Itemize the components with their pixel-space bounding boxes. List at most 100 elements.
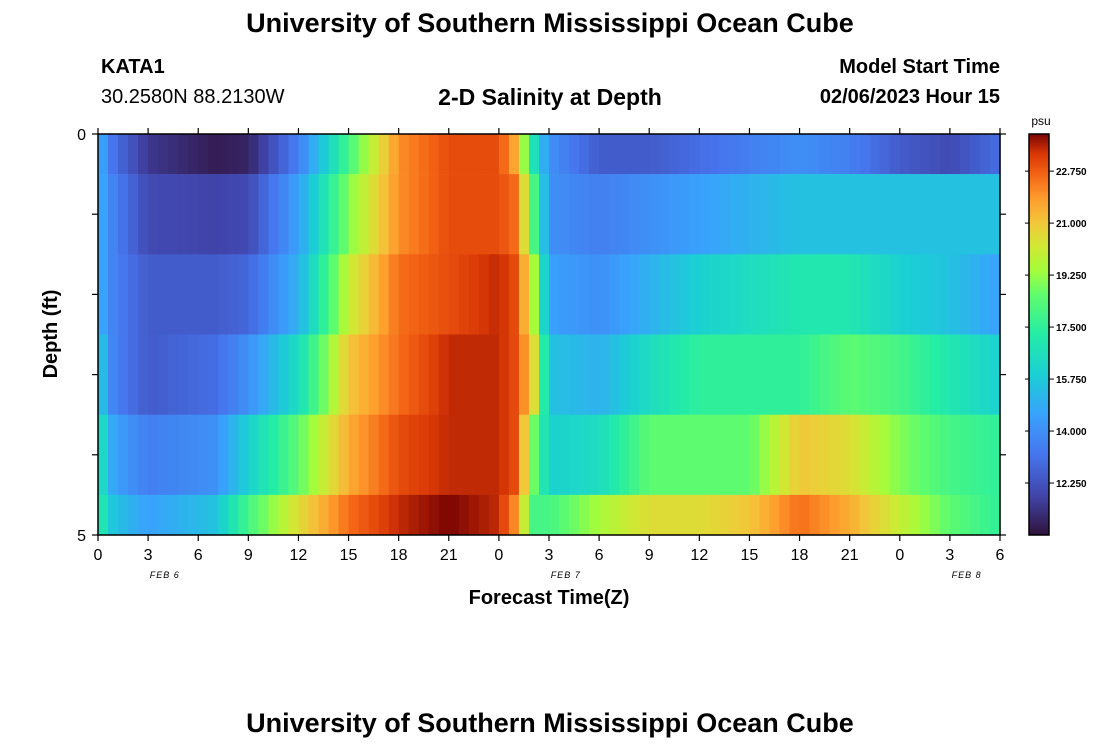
heatmap-cell	[178, 494, 189, 536]
heatmap-cell	[959, 334, 971, 415]
colorbar-tick-label: 14.000	[1056, 427, 1087, 438]
heatmap-cell	[899, 134, 911, 175]
heatmap-cell	[208, 254, 219, 335]
heatmap-cell	[569, 134, 580, 175]
heatmap-cell	[839, 174, 851, 255]
heatmap-cell	[559, 414, 570, 496]
heatmap-cell	[148, 134, 159, 175]
heatmap-cell	[749, 494, 761, 536]
x-tick-label: 21	[841, 547, 859, 564]
heatmap-cell	[138, 174, 149, 255]
heatmap-cell	[739, 254, 751, 335]
heatmap-cell	[879, 254, 891, 335]
heatmap-cell	[969, 254, 981, 335]
heatmap-cell	[378, 254, 390, 335]
heatmap-cell	[759, 254, 771, 335]
heatmap-cell	[919, 414, 931, 496]
heatmap-cell	[669, 254, 680, 335]
heatmap-cell	[879, 174, 891, 255]
heatmap-cell	[258, 134, 269, 175]
heatmap-cell	[919, 134, 931, 175]
x-tick-label: 6	[194, 547, 203, 564]
heatmap-cell	[258, 494, 269, 536]
heatmap-cell	[549, 254, 560, 335]
heatmap-cell	[538, 174, 550, 255]
x-tick-label: 3	[144, 547, 153, 564]
heatmap-cell	[278, 494, 290, 536]
heatmap-cell	[759, 414, 771, 496]
heatmap-cell	[929, 334, 941, 415]
heatmap-cell	[488, 334, 500, 415]
heatmap-cell	[348, 334, 360, 415]
heatmap-cell	[378, 494, 390, 536]
x-axis-label: Forecast Time(Z)	[469, 587, 630, 609]
heatmap-cell	[308, 494, 320, 536]
heatmap-cell	[979, 174, 991, 255]
heatmap-cell	[458, 414, 470, 496]
y-axis-ticks: 05	[77, 127, 1006, 545]
heatmap-cell	[398, 334, 410, 415]
heatmap-cell	[258, 174, 269, 255]
heatmap-cell	[679, 134, 690, 175]
heatmap-cell	[278, 414, 290, 496]
heatmap-cell	[128, 174, 139, 255]
heatmap-cell	[719, 174, 730, 255]
heatmap-cell	[909, 494, 921, 536]
heatmap-cell	[368, 134, 380, 175]
heatmap-cell	[128, 334, 139, 415]
heatmap-cell	[569, 334, 580, 415]
heatmap-cell	[128, 134, 139, 175]
colorbar-tick-label: 22.750	[1056, 167, 1087, 178]
heatmap-cell	[769, 494, 781, 536]
heatmap-cell	[829, 494, 841, 536]
x-tick-label: 0	[494, 547, 503, 564]
heatmap-cell	[518, 254, 530, 335]
heatmap-cell	[689, 174, 700, 255]
heatmap-cell	[148, 174, 159, 255]
heatmap-cell	[248, 134, 259, 175]
heatmap-cell	[639, 494, 650, 536]
heatmap-cell	[288, 414, 300, 496]
heatmap-cell	[408, 134, 420, 175]
heatmap-cell	[709, 494, 720, 536]
heatmap-cell	[408, 414, 420, 496]
heatmap-cell	[949, 494, 961, 536]
heatmap-cell	[989, 494, 1001, 536]
heatmap-cell	[418, 494, 430, 536]
heatmap-cell	[849, 334, 861, 415]
heatmap-cell	[939, 414, 951, 496]
heatmap-cell	[569, 254, 580, 335]
heatmap-cell	[969, 494, 981, 536]
heatmap-cell	[649, 334, 660, 415]
heatmap-cell	[478, 254, 490, 335]
heatmap-cell	[949, 134, 961, 175]
heatmap-cell	[809, 414, 821, 496]
heatmap-cell	[418, 174, 430, 255]
heatmap-cell	[789, 414, 801, 496]
heatmap-cell	[348, 134, 360, 175]
heatmap-cell	[629, 334, 640, 415]
heatmap-cell	[178, 334, 189, 415]
heatmap-cell	[879, 494, 891, 536]
heatmap-cell	[368, 174, 380, 255]
heatmap-cell	[649, 494, 660, 536]
heatmap-cell	[959, 414, 971, 496]
x-tick-label: 15	[340, 547, 358, 564]
heatmap-cell	[428, 174, 440, 255]
heatmap-cell	[538, 494, 550, 536]
heatmap-cell	[508, 174, 520, 255]
heatmap-cell	[739, 334, 751, 415]
heatmap-cell	[198, 414, 209, 496]
heatmap-cell	[779, 414, 791, 496]
heatmap-cell	[208, 414, 219, 496]
heatmap-cell	[108, 174, 119, 255]
heatmap-cell	[579, 254, 590, 335]
heatmap-cell	[168, 414, 179, 496]
heatmap-cell	[248, 414, 259, 496]
heatmap-cell	[518, 334, 530, 415]
heatmap-cell	[729, 174, 741, 255]
heatmap-cell	[128, 414, 139, 496]
heatmap-cell	[248, 174, 259, 255]
heatmap-cell	[388, 334, 400, 415]
heatmap-cell	[639, 414, 650, 496]
